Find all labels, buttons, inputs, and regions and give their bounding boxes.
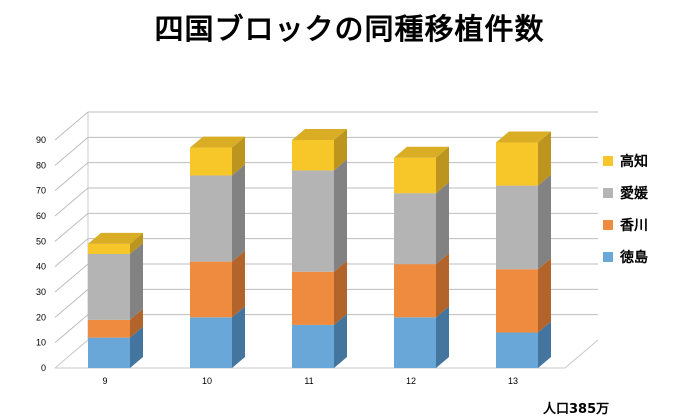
bar-side-香川-9 — [130, 308, 143, 338]
grid-line-side — [54, 238, 89, 268]
legend-swatch-高知 — [603, 156, 613, 166]
bar-side-愛媛-11 — [334, 159, 347, 272]
bar-香川-9 — [88, 319, 130, 338]
bars — [88, 129, 551, 368]
grid-line-side — [54, 187, 89, 217]
bar-top-高知-13 — [496, 131, 551, 143]
bar-高知-9 — [88, 243, 130, 254]
legend-label-香川: 香川 — [619, 217, 648, 234]
x-tick-label: 11 — [304, 376, 313, 386]
y-tick-label: 80 — [36, 160, 46, 170]
grid-line-side — [54, 212, 89, 242]
bar-side-徳島-9 — [130, 326, 143, 368]
y-tick-label: 0 — [41, 363, 46, 373]
bar-side-香川-13 — [538, 258, 551, 333]
floor-left-edge — [54, 339, 89, 369]
y-tick-label: 30 — [36, 287, 46, 297]
bar-side-高知-10 — [232, 136, 245, 176]
bar-top-高知-11 — [292, 129, 347, 140]
bar-徳島-11 — [292, 324, 334, 368]
x-axis-ticks: 9 10 11 12 13 — [102, 376, 518, 386]
bar-徳島-13 — [496, 332, 538, 368]
grid-line-side — [54, 288, 89, 318]
legend-swatch-徳島 — [603, 252, 613, 262]
bar-side-高知-12 — [436, 146, 449, 194]
bar-香川-12 — [394, 264, 436, 318]
bar-愛媛-11 — [292, 170, 334, 272]
bar-side-愛媛-13 — [538, 174, 551, 270]
bar-愛媛-12 — [394, 193, 436, 265]
y-tick-label: 20 — [36, 312, 46, 322]
y-tick-label: 60 — [36, 211, 46, 221]
bar-高知-13 — [496, 142, 538, 186]
bar-高知-12 — [394, 157, 436, 194]
bar-side-香川-12 — [436, 253, 449, 318]
bar-徳島-12 — [394, 317, 436, 368]
bar-徳島-9 — [88, 337, 130, 368]
floor-right-edge — [564, 339, 599, 369]
bar-top-高知-12 — [394, 146, 449, 158]
bar-side-香川-11 — [334, 260, 347, 325]
bar-side-徳島-10 — [232, 306, 245, 368]
bar-side-愛媛-9 — [130, 243, 143, 320]
y-tick-label: 90 — [36, 135, 46, 145]
bar-愛媛-9 — [88, 254, 130, 320]
legend-label-徳島: 徳島 — [619, 249, 648, 266]
legend-swatch-愛媛 — [603, 188, 613, 198]
bar-side-高知-11 — [334, 129, 347, 171]
bar-高知-11 — [292, 140, 334, 171]
legend-swatch-香川 — [603, 220, 613, 230]
bar-side-徳島-13 — [538, 321, 551, 368]
x-tick-label: 12 — [406, 376, 416, 386]
x-tick-label: 13 — [508, 376, 518, 386]
chart-title: 四国ブロックの同種移植件数 — [154, 12, 545, 46]
legend-label-愛媛: 愛媛 — [620, 185, 649, 202]
grid-line-side — [54, 162, 89, 192]
x-tick-label: 9 — [102, 376, 107, 386]
x-tick-label: 10 — [202, 376, 212, 386]
y-tick-label: 70 — [36, 186, 46, 196]
population-note: 人口385万 — [543, 402, 610, 417]
bar-徳島-10 — [190, 317, 232, 368]
grid-line-side — [54, 314, 89, 344]
bar-side-愛媛-10 — [232, 164, 245, 262]
bar-top-高知-9 — [88, 232, 143, 244]
bar-side-徳島-12 — [436, 306, 449, 368]
bar-香川-13 — [496, 269, 538, 333]
y-tick-label: 50 — [36, 236, 46, 246]
bar-side-高知-9 — [130, 232, 143, 254]
y-tick-label: 10 — [36, 338, 46, 348]
bar-side-愛媛-12 — [436, 182, 449, 265]
legend-label-高知: 高知 — [620, 153, 648, 170]
bar-top-高知-10 — [190, 136, 245, 148]
grid-line-side — [54, 111, 89, 141]
bar-香川-10 — [190, 261, 232, 318]
y-axis-ticks: 0 10 20 30 40 50 60 70 80 90 — [36, 135, 46, 373]
bar-愛媛-10 — [190, 175, 232, 262]
bar-side-高知-13 — [538, 131, 551, 186]
bar-香川-11 — [292, 271, 334, 325]
grid-line-side — [54, 136, 89, 166]
grid-line-side — [54, 263, 89, 293]
y-tick-label: 40 — [36, 262, 46, 272]
bar-愛媛-13 — [496, 185, 538, 270]
bar-side-香川-10 — [232, 250, 245, 318]
bar-高知-10 — [190, 147, 232, 176]
bar-side-徳島-11 — [334, 313, 347, 368]
